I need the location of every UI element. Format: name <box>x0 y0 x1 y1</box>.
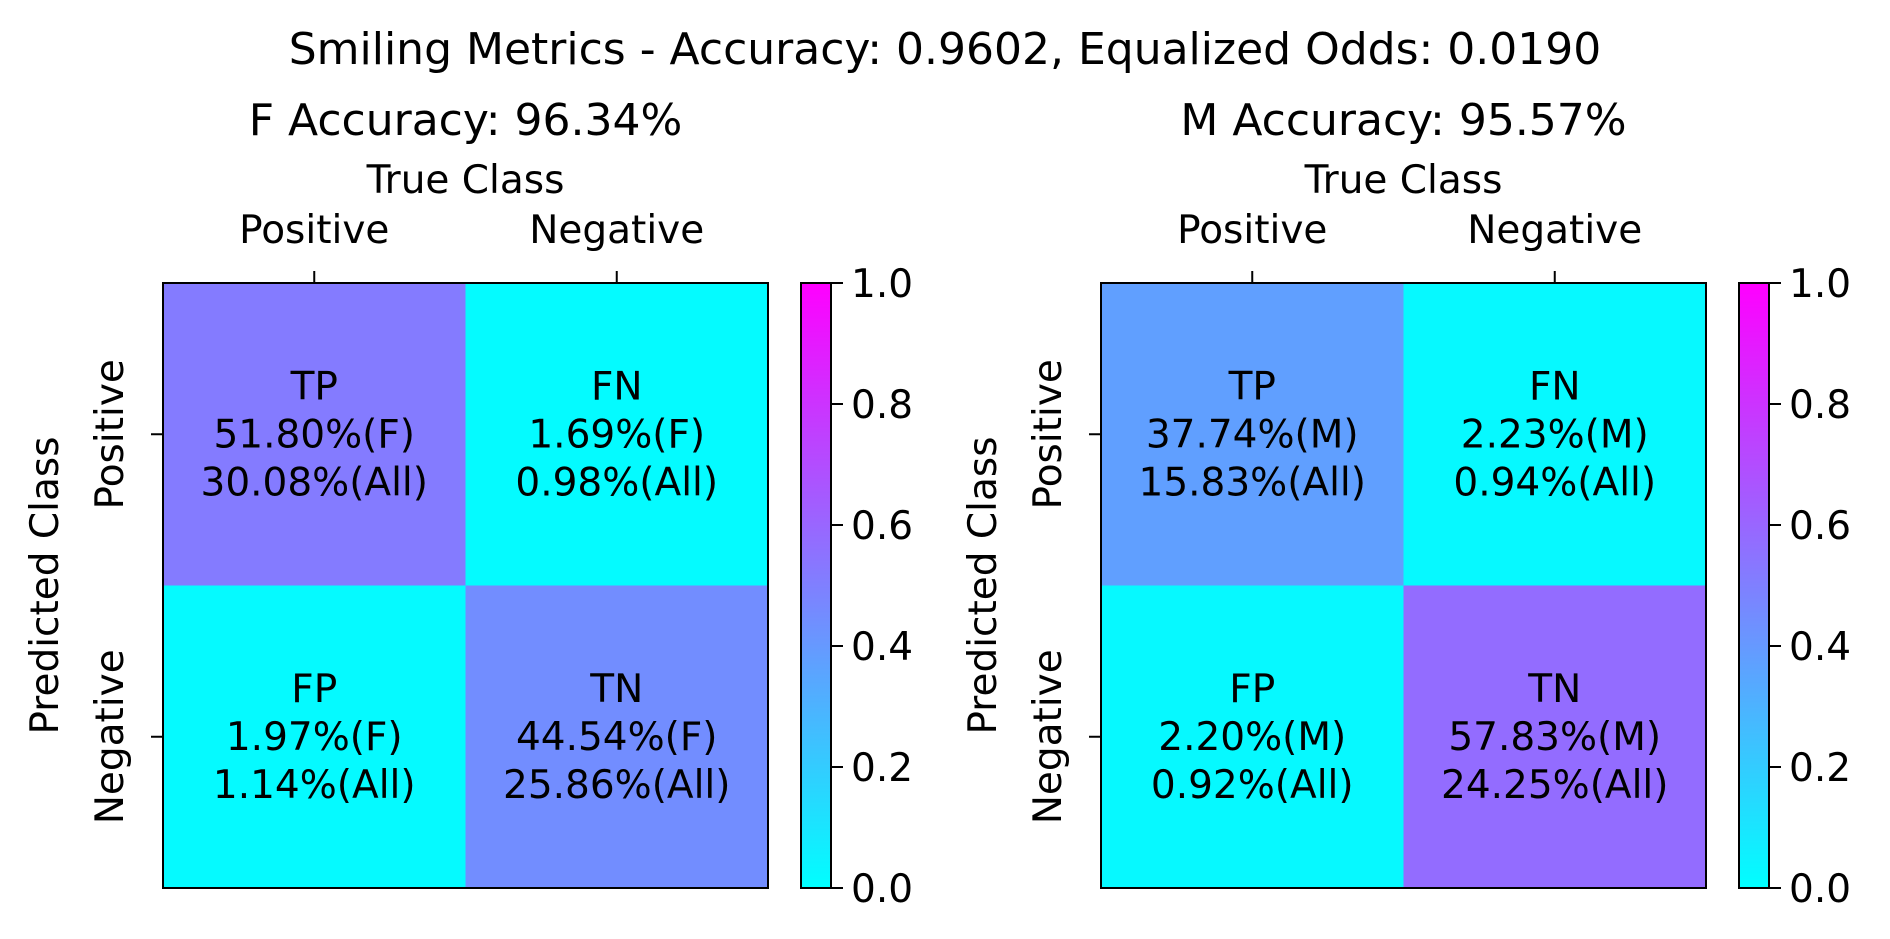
cell-label: FP <box>1229 667 1275 712</box>
cell-label: TN <box>1527 667 1581 712</box>
cell-group-percent: 51.80%(F) <box>213 412 415 457</box>
panel-title: F Accuracy: 96.34% <box>249 95 683 146</box>
heatmap-cell <box>465 283 768 586</box>
colorbar-frame <box>1738 282 1770 889</box>
colorbar <box>1739 283 1769 888</box>
y-axis-label: Predicted Class <box>961 436 1006 734</box>
cell-group-percent: 57.83%(M) <box>1448 715 1661 760</box>
cell-label: TP <box>1228 364 1276 409</box>
cell-label: FP <box>291 667 337 712</box>
plot-frame <box>162 282 769 889</box>
x-tick-label: Positive <box>1177 208 1327 253</box>
cell-label: FN <box>591 364 643 409</box>
y-tick-label: Positive <box>1026 359 1071 509</box>
colorbar-tick-label: 0.6 <box>851 504 913 549</box>
cell-label: TN <box>589 667 643 712</box>
panels: F Accuracy: 96.34% True Class Predicted Cl… <box>23 95 1851 912</box>
heatmap-cell <box>1101 585 1404 888</box>
cell-all-percent: 0.92%(All) <box>1151 763 1354 808</box>
cell-group-percent: 2.20%(M) <box>1158 715 1346 760</box>
cell-all-percent: 25.86%(All) <box>503 763 731 808</box>
heatmap-cell <box>1101 283 1404 586</box>
colorbar-tick-label: 0.2 <box>851 746 913 791</box>
colorbar-frame <box>800 282 832 889</box>
colorbar <box>801 283 831 888</box>
panel-title: M Accuracy: 95.57% <box>1180 95 1626 146</box>
cell-group-percent: 37.74%(M) <box>1146 412 1359 457</box>
figure-suptitle: Smiling Metrics - Accuracy: 0.9602, Equa… <box>289 24 1602 75</box>
cell-all-percent: 1.14%(All) <box>213 763 416 808</box>
colorbar-tick-label: 0.0 <box>851 867 913 912</box>
confusion-matrix-panel-1: F Accuracy: 96.34% True Class Predicted Cl… <box>23 95 913 912</box>
cell-all-percent: 0.94%(All) <box>1453 460 1656 505</box>
colorbar-tick-label: 0.8 <box>851 383 913 428</box>
cell-label: FN <box>1529 364 1581 409</box>
colorbar-tick-label: 0.0 <box>1789 867 1851 912</box>
x-axis-label: True Class <box>366 158 565 203</box>
heatmap-cell <box>163 585 466 888</box>
heatmap-cell <box>1403 585 1706 888</box>
y-tick-label: Negative <box>88 649 133 824</box>
cell-label: TP <box>290 364 338 409</box>
cell-all-percent: 15.83%(All) <box>1139 460 1367 505</box>
y-axis-label: Predicted Class <box>23 436 68 734</box>
cell-group-percent: 44.54%(F) <box>516 715 718 760</box>
plot-frame <box>1100 282 1707 889</box>
heatmap-cell <box>465 585 768 888</box>
x-tick-label: Negative <box>1467 208 1642 253</box>
x-axis-label: True Class <box>1304 158 1503 203</box>
colorbar-tick-label: 0.4 <box>1789 625 1851 670</box>
x-tick-label: Positive <box>239 208 389 253</box>
cell-group-percent: 2.23%(M) <box>1461 412 1649 457</box>
heatmap-cell <box>1403 283 1706 586</box>
colorbar-tick-label: 1.0 <box>1789 262 1851 307</box>
cell-all-percent: 24.25%(All) <box>1441 763 1669 808</box>
y-tick-label: Positive <box>88 359 133 509</box>
y-tick-label: Negative <box>1026 649 1071 824</box>
colorbar-tick-label: 0.4 <box>851 625 913 670</box>
cell-all-percent: 0.98%(All) <box>515 460 718 505</box>
cell-group-percent: 1.69%(F) <box>528 412 705 457</box>
colorbar-tick-label: 0.6 <box>1789 504 1851 549</box>
colorbar-tick-label: 0.2 <box>1789 746 1851 791</box>
cell-group-percent: 1.97%(F) <box>226 715 403 760</box>
colorbar-tick-label: 0.8 <box>1789 383 1851 428</box>
x-tick-label: Negative <box>529 208 704 253</box>
colorbar-tick-label: 1.0 <box>851 262 913 307</box>
heatmap-cell <box>163 283 466 586</box>
confusion-matrix-panel-2: M Accuracy: 95.57% True Class Predicted Cl… <box>961 95 1851 912</box>
cell-all-percent: 30.08%(All) <box>201 460 429 505</box>
